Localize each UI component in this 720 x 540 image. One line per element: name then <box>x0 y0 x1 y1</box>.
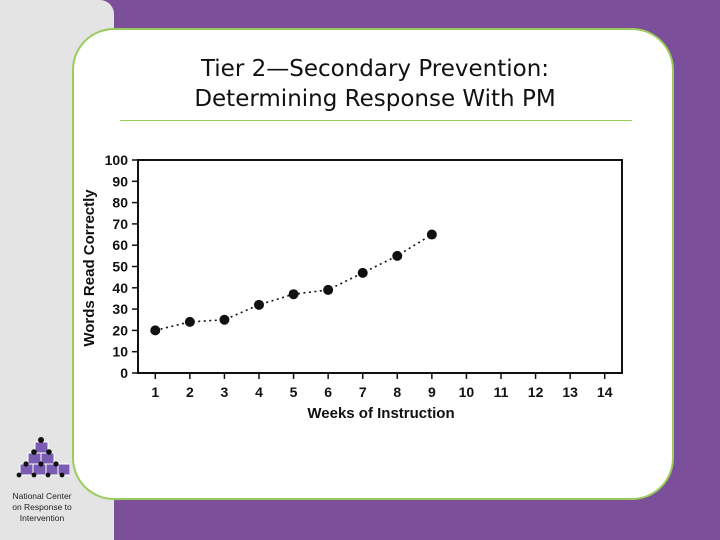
data-point <box>288 289 299 300</box>
ncrti-logo-cubes-icon <box>16 437 70 478</box>
org-name-line-1: National Center <box>12 491 72 501</box>
x-tick-label: 2 <box>186 384 194 400</box>
y-tick-label: 30 <box>112 301 128 317</box>
y-tick-label: 40 <box>112 280 128 296</box>
x-tick-label: 11 <box>494 384 509 400</box>
y-tick-label: 20 <box>112 322 128 338</box>
y-tick-label: 50 <box>112 259 128 275</box>
y-tick-label: 90 <box>112 173 128 189</box>
y-tick-label: 100 <box>105 152 129 168</box>
x-tick-label: 14 <box>597 384 613 400</box>
y-tick-label: 0 <box>120 365 128 381</box>
slide-title: Tier 2—Secondary Prevention: Determining… <box>120 54 630 114</box>
x-tick-label: 6 <box>324 384 332 400</box>
data-point <box>323 284 334 295</box>
y-axis-label: Words Read Correctly <box>81 189 98 347</box>
x-tick-label: 3 <box>221 384 229 400</box>
x-tick-label: 9 <box>428 384 436 400</box>
y-axis-ticks: 0 10 20 30 40 50 60 70 80 90 100 <box>105 152 138 381</box>
plot-area-frame <box>137 159 623 374</box>
slide-title-line-2: Determining Response With PM <box>194 86 556 112</box>
x-tick-label: 13 <box>562 384 578 400</box>
title-divider <box>120 120 632 121</box>
y-tick-label: 80 <box>112 195 128 211</box>
y-tick-label: 70 <box>112 216 128 232</box>
x-axis-label: Weeks of Instruction <box>307 405 454 422</box>
org-name-line-2: on Response to <box>12 502 72 512</box>
organization-name: National Center on Response to Intervent… <box>4 491 80 524</box>
data-point <box>357 267 368 278</box>
x-tick-label: 4 <box>255 384 263 400</box>
data-point <box>392 250 403 261</box>
data-point <box>219 314 230 325</box>
y-tick-label: 10 <box>112 344 128 360</box>
x-axis-ticks: 1 2 3 4 5 6 7 8 9 10 11 12 13 14 <box>151 373 613 400</box>
x-tick-label: 7 <box>359 384 367 400</box>
x-tick-label: 1 <box>151 384 159 400</box>
slide-title-line-1: Tier 2—Secondary Prevention: <box>200 56 550 82</box>
data-points <box>150 229 437 336</box>
x-tick-label: 10 <box>459 384 475 400</box>
y-tick-label: 60 <box>112 237 128 253</box>
x-tick-label: 5 <box>290 384 298 400</box>
org-name-line-3: Intervention <box>19 513 65 523</box>
data-point <box>254 299 264 310</box>
data-point <box>184 316 195 327</box>
data-point <box>150 325 161 336</box>
data-point <box>426 229 437 240</box>
x-tick-label: 8 <box>393 384 401 400</box>
x-tick-label: 12 <box>528 384 544 400</box>
